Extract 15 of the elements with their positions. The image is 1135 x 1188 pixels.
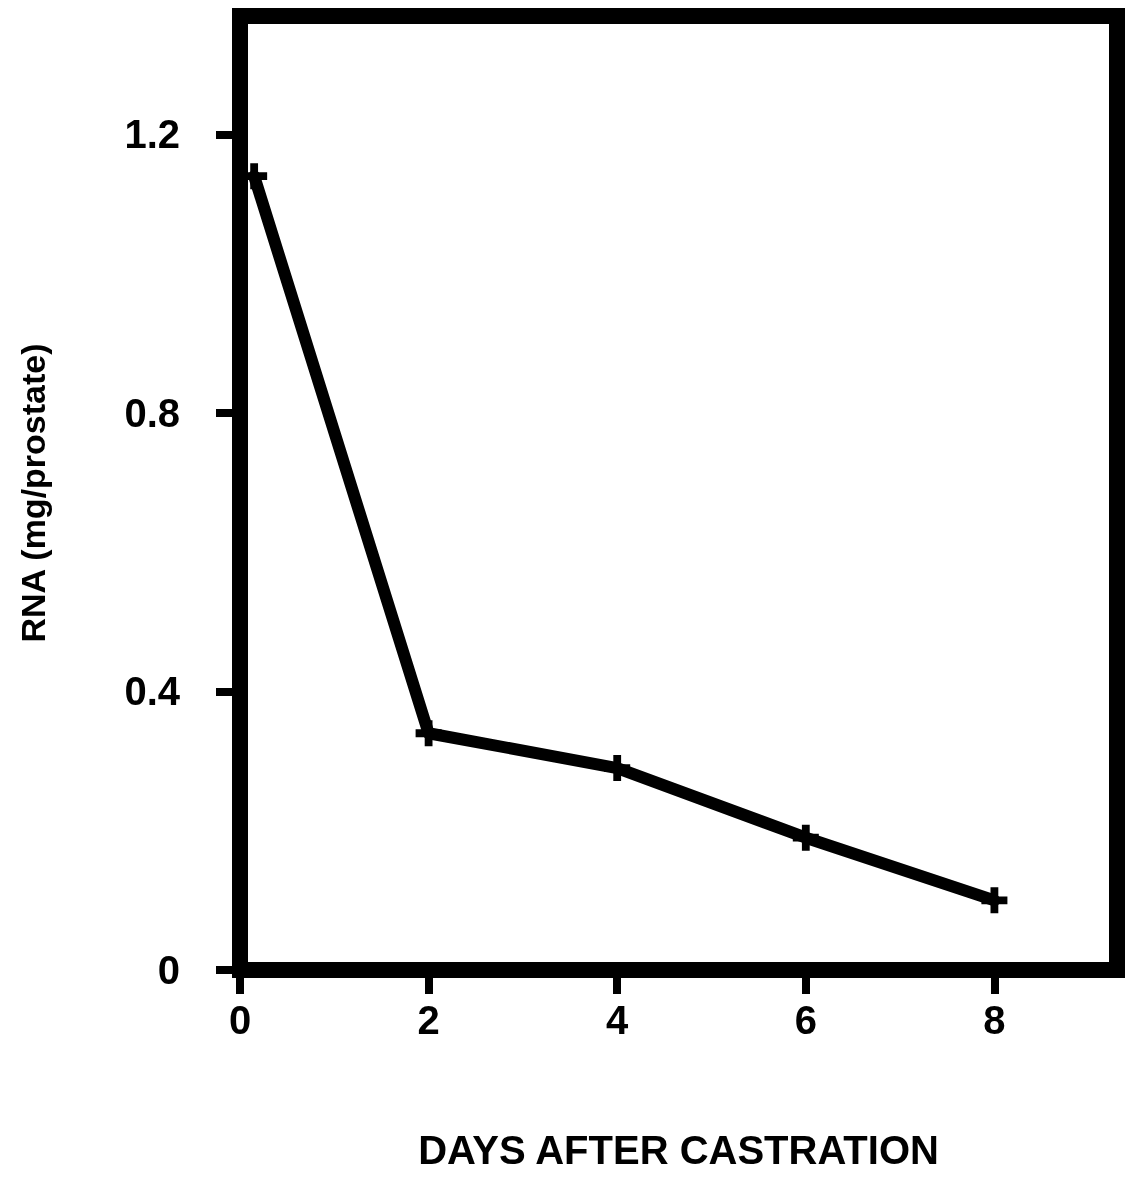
y-axis-title: RNA (mg/prostate) [14,343,52,643]
point [981,887,1008,914]
point [792,824,819,851]
x-tick-label: 8 [983,998,1006,1042]
y-tick-label: 1.2 [124,112,180,157]
x-tick-label: 2 [417,998,440,1042]
x-axis-title: DAYS AFTER CASTRATION [418,1128,939,1172]
x-tick-label: 4 [606,998,630,1042]
y-tick-label: 0 [157,948,180,992]
y-tick-label: 0.8 [124,390,180,435]
x-tick-label: 0 [228,998,252,1042]
y-tick-label: 0.4 [124,669,181,714]
x-tick-label: 6 [794,998,817,1042]
point [604,755,631,782]
point [415,720,442,747]
